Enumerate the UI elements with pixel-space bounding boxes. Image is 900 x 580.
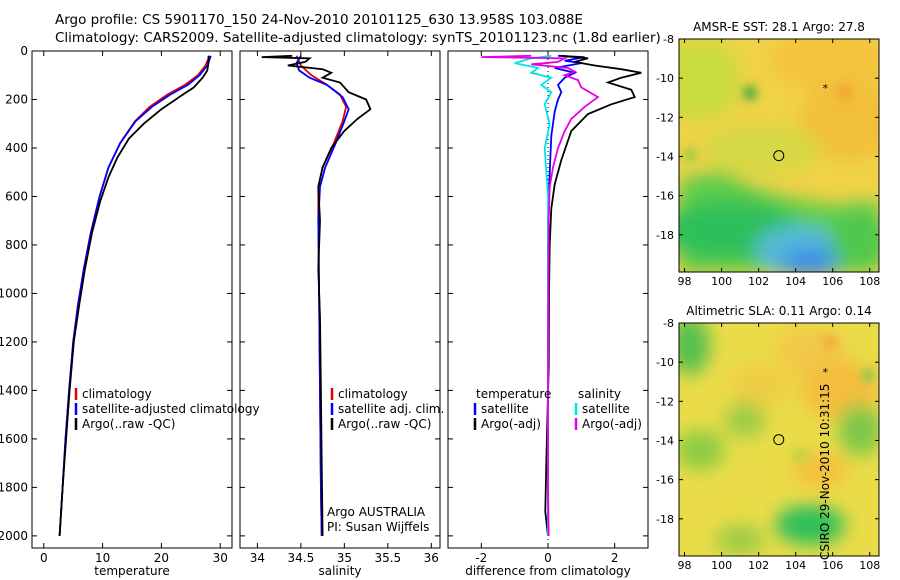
sla-map-title: Altimetric SLA: 0.11 Argo: 0.14 xyxy=(686,304,871,318)
depth-tick-label: 0 xyxy=(20,44,28,58)
depth-tick-label: 400 xyxy=(5,141,28,155)
depth-tick-label: 1600 xyxy=(0,432,28,446)
difference-line-salinity-argo-adj- xyxy=(481,54,600,536)
sst-map-xtick-label: 104 xyxy=(785,275,806,288)
difference-xtick-label: 0 xyxy=(544,551,552,565)
source-note: PI: Susan Wijffels xyxy=(327,520,429,534)
temperature-line-climatology xyxy=(58,55,211,536)
sla-map-ytick-label: -14 xyxy=(656,434,674,447)
sla-map-argo-position-marker xyxy=(773,434,785,446)
sst-map-axes: AMSR-E SST: 28.1 Argo: 27.8 98 100 102 104 10… xyxy=(656,20,880,288)
sst-map-xtick-label: 98 xyxy=(678,275,692,288)
temperature-axes-frame xyxy=(31,50,233,549)
difference-legend-title: salinity xyxy=(578,387,621,401)
difference-xlabel: difference from climatology xyxy=(465,564,631,578)
temperature-line-argo-raw-qc- xyxy=(58,55,210,536)
difference-legend-label: satellite xyxy=(481,402,529,416)
salinity-legend-label: satellite adj. clim. xyxy=(338,402,444,416)
salinity-axes-frame xyxy=(239,50,441,549)
temperature-panel: 0 10 20 30 temperature 0 200 400 600 800 1000 1200 1… xyxy=(0,44,260,578)
salinity-xtick-label: 36 xyxy=(424,551,439,565)
sla-map-frame xyxy=(678,322,880,557)
salinity-xtick-label: 35.5 xyxy=(374,551,401,565)
difference-xtick-label: -2 xyxy=(475,551,487,565)
timestamp-label: CSIRO 29-Nov-2010 10:31:15 xyxy=(818,383,832,560)
sla-map-ytick-label: -18 xyxy=(656,513,674,526)
depth-tick-label: 600 xyxy=(5,189,28,203)
sst-map-ytick-label: -12 xyxy=(656,111,674,124)
sst-map-title: AMSR-E SST: 28.1 Argo: 27.8 xyxy=(693,20,865,34)
difference-legend-label: satellite xyxy=(582,402,630,416)
temperature-legend-label: satellite-adjusted climatology xyxy=(82,402,260,416)
sst-map-ytick-label: -8 xyxy=(663,33,674,46)
sla-map-xtick-label: 108 xyxy=(859,559,880,572)
difference-line-temperature-argo-adj- xyxy=(544,54,642,536)
sla-map-xtick-label: 106 xyxy=(822,559,843,572)
salinity-panel: 34 34.5 35 35.5 36 salinity climatologysatelli… xyxy=(239,50,444,578)
plot-title-line-1: Argo profile: CS 5901170_150 24-Nov-2010… xyxy=(55,12,583,28)
sla-map-ytick-label: -10 xyxy=(656,356,674,369)
sla-map-xtick-label: 102 xyxy=(748,559,769,572)
sla-map-ytick-label: -12 xyxy=(656,395,674,408)
sla-map-xtick-label: 98 xyxy=(678,559,692,572)
sla-map-axes: Altimetric SLA: 0.11 Argo: 0.14 98 100 102 1… xyxy=(656,304,880,572)
sla-map-ytick-label: -8 xyxy=(663,317,674,330)
temperature-xtick-label: 10 xyxy=(95,551,110,565)
sst-map-frame xyxy=(678,38,880,273)
difference-xtick-label: 2 xyxy=(611,551,619,565)
sla-map-xtick-label: 100 xyxy=(711,559,732,572)
depth-tick-label: 1400 xyxy=(0,383,28,397)
sst-map-ytick-label: -14 xyxy=(656,150,674,163)
temperature-xtick-label: 30 xyxy=(213,551,228,565)
sst-map-point-marker: * xyxy=(823,82,829,95)
temperature-xtick-label: 0 xyxy=(40,551,48,565)
plot-title-line-2: Climatology: CARS2009. Satellite-adjuste… xyxy=(55,30,661,46)
salinity-xtick-label: 34.5 xyxy=(288,551,315,565)
sla-map-ytick-label: -16 xyxy=(656,474,674,487)
temperature-line-satellite-adjusted-climatology xyxy=(58,55,212,536)
depth-tick-label: 1000 xyxy=(0,286,28,300)
depth-tick-label: 800 xyxy=(5,238,28,252)
source-note: Argo AUSTRALIA xyxy=(327,505,426,519)
salinity-xtick-label: 34 xyxy=(250,551,265,565)
sla-map-xtick-label: 104 xyxy=(785,559,806,572)
temperature-xlabel: temperature xyxy=(94,564,169,578)
temperature-xtick-label: 20 xyxy=(154,551,169,565)
temperature-legend-label: Argo(..raw -QC) xyxy=(82,417,175,431)
salinity-xtick-label: 35 xyxy=(337,551,352,565)
depth-tick-label: 2000 xyxy=(0,529,28,543)
sst-map-xtick-label: 100 xyxy=(711,275,732,288)
depth-tick-label: 200 xyxy=(5,92,28,106)
sst-map-ytick-label: -16 xyxy=(656,190,674,203)
sst-map-xtick-label: 108 xyxy=(859,275,880,288)
sst-map-ytick-label: -10 xyxy=(656,72,674,85)
difference-legend-label: Argo(-adj) xyxy=(481,417,541,431)
sla-map-point-marker: * xyxy=(823,366,829,379)
sst-map-ytick-label: -18 xyxy=(656,229,674,242)
salinity-xlabel: salinity xyxy=(318,564,361,578)
depth-tick-label: 1200 xyxy=(0,335,28,349)
salinity-line-argo-raw-qc- xyxy=(261,54,372,536)
sla-map-field xyxy=(679,323,879,556)
sst-map-argo-position-marker xyxy=(773,150,785,162)
salinity-legend-label: climatology xyxy=(338,387,408,401)
sst-map-field xyxy=(679,39,879,272)
temperature-legend-label: climatology xyxy=(82,387,152,401)
sst-map-xtick-label: 106 xyxy=(822,275,843,288)
depth-tick-label: 1800 xyxy=(0,480,28,494)
difference-legend-label: Argo(-adj) xyxy=(582,417,642,431)
difference-legend-title: temperature xyxy=(476,387,551,401)
sst-map-xtick-label: 102 xyxy=(748,275,769,288)
salinity-legend-label: Argo(..raw -QC) xyxy=(338,417,431,431)
